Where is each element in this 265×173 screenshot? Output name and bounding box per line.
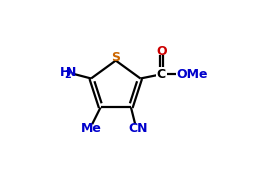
Text: Me: Me xyxy=(81,122,102,135)
Text: 2: 2 xyxy=(65,70,71,80)
Text: OMe: OMe xyxy=(176,68,208,81)
Text: C: C xyxy=(157,68,166,81)
Text: S: S xyxy=(111,51,120,64)
Text: H: H xyxy=(59,66,70,79)
Text: N: N xyxy=(66,66,77,79)
Text: O: O xyxy=(156,45,167,58)
Text: CN: CN xyxy=(128,122,147,135)
